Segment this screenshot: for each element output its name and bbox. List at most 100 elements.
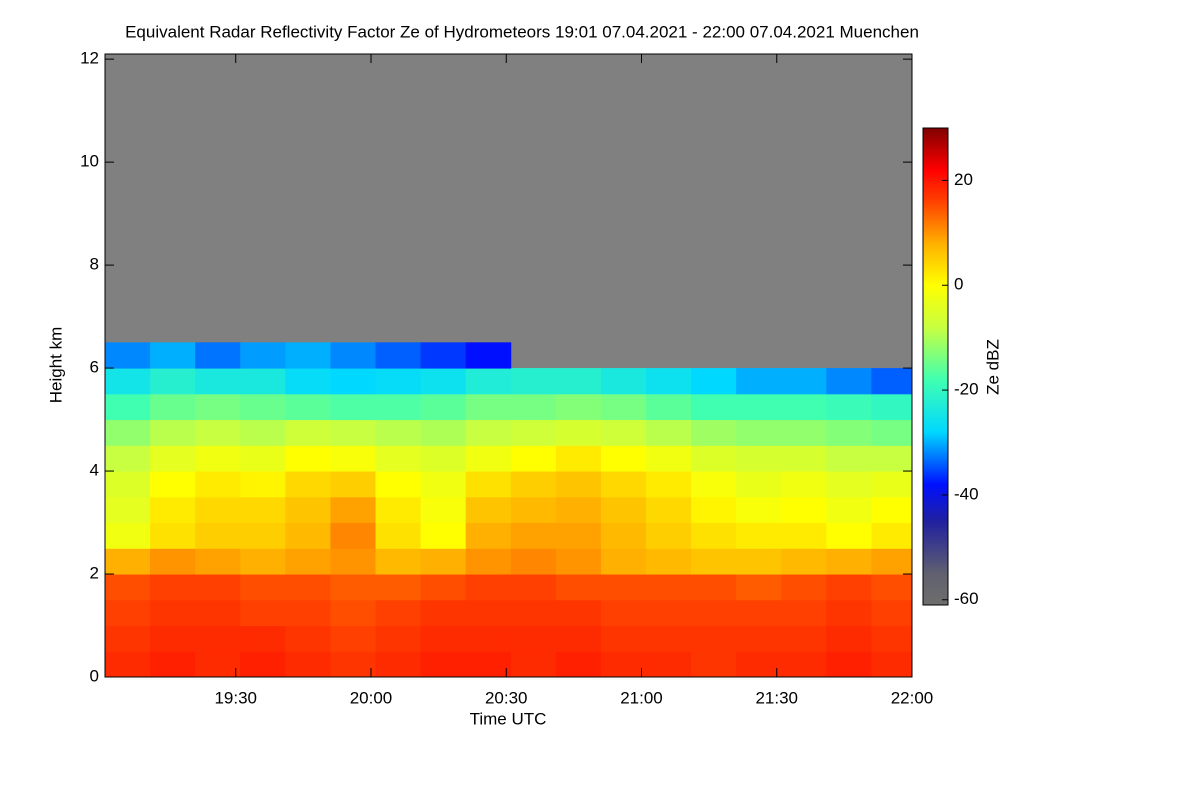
y-axis-label: Height km [46,327,65,404]
heatmap-cell [555,496,602,524]
heatmap-cell [420,574,467,601]
heatmap-cell [240,496,286,524]
heatmap-cell [465,445,512,472]
heatmap-cell [195,471,241,498]
heatmap-cell [330,522,377,549]
heatmap-cell [285,368,331,395]
heatmap-cell [240,419,286,446]
heatmap-cell [871,445,912,472]
heatmap-cell [420,625,467,652]
heatmap-cell [555,574,602,601]
heatmap-cell [420,599,467,627]
heatmap-cell [691,496,737,524]
heatmap-cell [600,496,647,524]
heatmap-cell [150,625,196,652]
heatmap-cell [375,599,422,627]
heatmap-cell [240,651,286,677]
y-tick-label: 2 [90,564,99,583]
heatmap-cell [600,574,647,601]
heatmap-cell [510,548,557,575]
heatmap-cell [465,471,512,498]
x-tick-label: 21:00 [620,688,663,707]
heatmap-cell [375,548,422,575]
heatmap-cell [600,625,647,652]
heatmap-cell [736,625,782,652]
heatmap-cell [240,522,286,549]
heatmap-cell [285,625,331,652]
heatmap-cell [736,393,782,421]
heatmap-cell [555,471,602,498]
heatmap-cell [510,368,557,395]
heatmap-cell [240,471,286,498]
heatmap-cell [105,471,151,498]
colorbar [922,127,949,606]
heatmap-cell [150,342,196,369]
heatmap-cell [600,368,647,395]
heatmap-cell [646,471,692,498]
heatmap-cell [105,393,151,421]
heatmap-cell [420,342,467,369]
x-tick-label: 22:00 [891,688,934,707]
y-tick-label: 4 [90,461,99,480]
heatmap-cell [781,368,827,395]
heatmap-cell [465,548,512,575]
heatmap-cell [736,574,782,601]
heatmap-cell [781,445,827,472]
heatmap-cell [781,599,827,627]
heatmap-cell [375,471,422,498]
colorbar-tick-label: -40 [954,484,979,503]
heatmap-cell [105,368,151,395]
heatmap-cell [420,445,467,472]
heatmap-cell [871,599,912,627]
heatmap-cell [871,496,912,524]
heatmap-cell [330,342,377,369]
heatmap-cell [465,419,512,446]
heatmap-cell [150,496,196,524]
heatmap-cell [555,445,602,472]
heatmap-cell [781,548,827,575]
heatmap-cell [330,574,377,601]
heatmap-cell [600,393,647,421]
heatmap-cell [375,368,422,395]
heatmap-cell [555,548,602,575]
heatmap-cell [555,522,602,549]
heatmap-cell [105,651,151,677]
colorbar-tick-label: 20 [954,170,973,189]
heatmap-cell [510,522,557,549]
heatmap-cell [375,393,422,421]
heatmap-cell [691,471,737,498]
heatmap-cell [871,574,912,601]
heatmap-cell [510,625,557,652]
heatmap-cell [150,522,196,549]
heatmap-cell [330,419,377,446]
heatmap-cell [330,471,377,498]
heatmap-cell [285,471,331,498]
heatmap-cell [871,548,912,575]
heatmap-cell [691,574,737,601]
x-tick-label: 20:00 [350,688,393,707]
heatmap-cell [465,651,512,677]
heatmap-cell [105,574,151,601]
heatmap-cell [420,548,467,575]
heatmap-cell [465,342,512,369]
heatmap-cell [510,574,557,601]
heatmap-cell [150,471,196,498]
heatmap-cell [150,574,196,601]
heatmap-cell [600,651,647,677]
heatmap-cell [646,651,692,677]
heatmap-cell [736,548,782,575]
heatmap-cell [871,419,912,446]
heatmap-cell [826,651,872,677]
heatmap-cell [195,393,241,421]
heatmap-cell [150,599,196,627]
heatmap-cell [285,496,331,524]
heatmap-cell [646,393,692,421]
heatmap-cell [600,445,647,472]
heatmap-cell [826,419,872,446]
heatmap-cell [150,419,196,446]
heatmap-cell [600,419,647,446]
heatmap-cell [420,368,467,395]
heatmap-cell [691,599,737,627]
heatmap-cell [646,548,692,575]
